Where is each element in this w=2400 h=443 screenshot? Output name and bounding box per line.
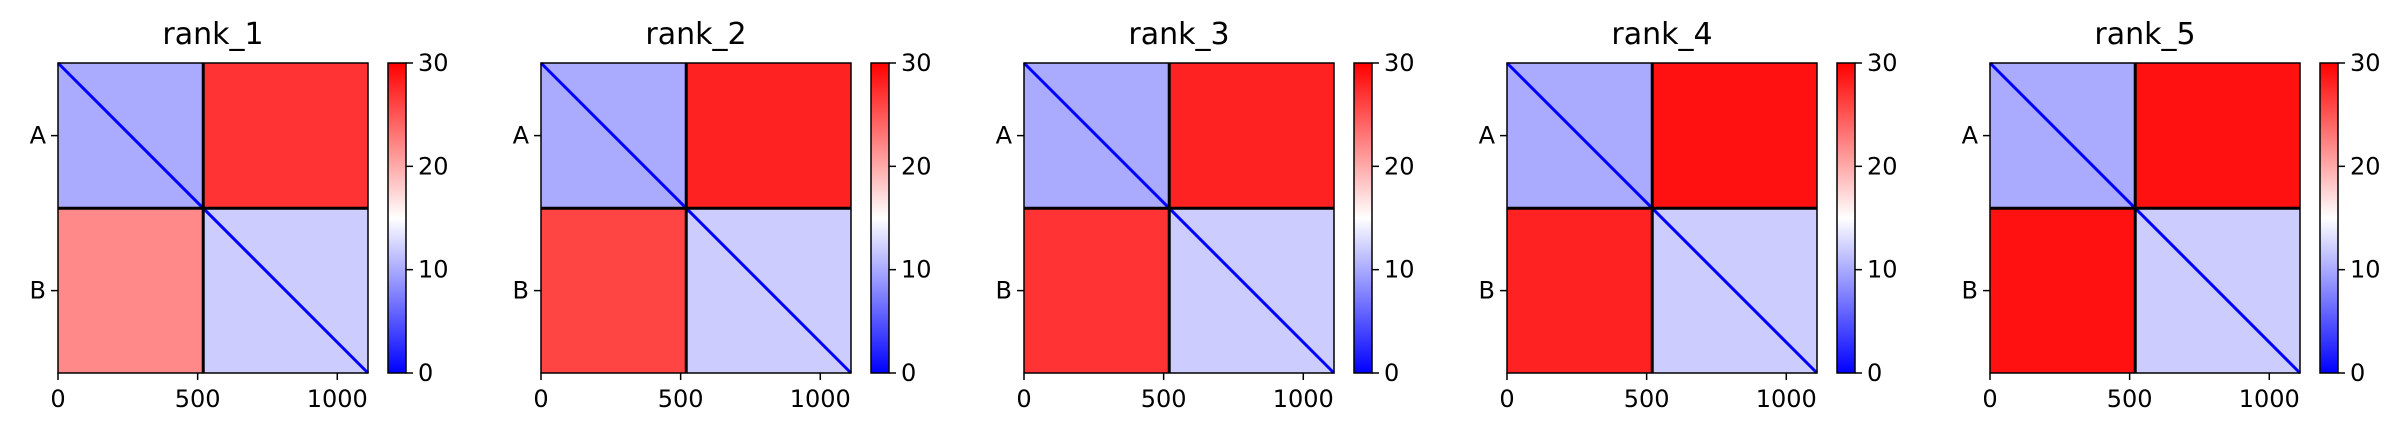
heatmap-panel-5: rank_5 0 500 1000 A B 0 10 20 30 [1962,17,2381,413]
heatmap-panel-3: rank_3 0 500 1000 A B 0 10 20 30 [996,17,1415,413]
y-tick-label: A [30,122,47,150]
axes-frame [1023,62,1335,374]
y-tick-label: A [513,122,530,150]
x-tick-label: 0 [1499,385,1514,413]
heatmap-diagonal [1988,61,2302,375]
heatmap-diagonal [1505,61,1819,375]
colorbar-tick-label: 20 [2350,152,2381,180]
y-tick-label: B [30,277,46,305]
x-tick-label: 500 [658,385,704,413]
x-tick-label: 0 [1016,385,1031,413]
colorbar-tick-label: 30 [1867,49,1898,77]
x-tick-label: 0 [533,385,548,413]
colorbar-tick-label: 0 [1867,359,1882,387]
panel-title: rank_3 [1128,17,1229,52]
colorbar-tick-label: 30 [1384,49,1415,77]
x-tick-label: 500 [175,385,221,413]
axes-frame [57,62,369,374]
colorbar-tick-label: 0 [418,359,433,387]
axes-frame [1989,62,2301,374]
heatmap-block-b-a [541,208,687,373]
x-tick-label: 0 [1982,385,1997,413]
x-tick-label: 1000 [1273,385,1334,413]
colorbar-fill [1354,63,1372,373]
colorbar-tick-label: 0 [1384,359,1399,387]
heatmap-block-a-b [1652,63,1817,209]
colorbar-tick-label: 10 [1867,256,1898,284]
colorbar-tick-label: 10 [2350,256,2381,284]
colorbar-tick-label: 30 [418,49,449,77]
heatmap-block-a-b [2135,63,2300,209]
panel-title: rank_4 [1611,17,1712,52]
x-tick-label: 500 [1141,385,1187,413]
colorbar-tick-label: 30 [2350,49,2381,77]
colorbar-frame [870,62,890,374]
heatmap-block-b-a [1507,208,1653,373]
x-tick-label: 1000 [1756,385,1817,413]
colorbar-frame [2319,62,2339,374]
colorbar-tick-label: 20 [1384,152,1415,180]
x-tick-label: 1000 [2239,385,2300,413]
y-tick-label: B [996,277,1012,305]
colorbar-tick-label: 0 [2350,359,2365,387]
colorbar-fill [2320,63,2338,373]
y-tick-label: B [513,277,529,305]
colorbar-frame [387,62,407,374]
colorbar-tick-label: 0 [901,359,916,387]
colorbar-tick-label: 20 [1867,152,1898,180]
colorbar-frame [1353,62,1373,374]
heatmap-diagonal [1022,61,1336,375]
heatmap-diagonal [56,61,370,375]
colorbar-tick-label: 10 [901,256,932,284]
x-tick-label: 0 [50,385,65,413]
x-tick-label: 1000 [790,385,851,413]
heatmap-diagonal [539,61,853,375]
y-tick-label: B [1962,277,1978,305]
y-tick-label: A [996,122,1013,150]
heatmap-block-a-b [203,63,368,209]
colorbar-fill [871,63,889,373]
heatmap-block-b-a [1024,208,1170,373]
axes-frame [540,62,852,374]
x-tick-label: 1000 [307,385,368,413]
heatmap-panel-2: rank_2 0 500 1000 A B 0 10 20 30 [513,17,932,413]
x-tick-label: 500 [2107,385,2153,413]
panel-title: rank_1 [162,17,263,52]
colorbar-frame [1836,62,1856,374]
y-tick-label: A [1479,122,1496,150]
heatmap-block-b-a [58,208,204,373]
heatmap-block-a-b [686,63,851,209]
heatmap-panel-4: rank_4 0 500 1000 A B 0 10 20 30 [1479,17,1898,413]
colorbar-tick-label: 10 [418,256,449,284]
colorbar-tick-label: 20 [418,152,449,180]
colorbar-tick-label: 20 [901,152,932,180]
y-tick-label: B [1479,277,1495,305]
colorbar-tick-label: 10 [1384,256,1415,284]
panel-title: rank_2 [645,17,746,52]
heatmap-block-a-b [1169,63,1334,209]
axes-frame [1506,62,1818,374]
colorbar-fill [1837,63,1855,373]
colorbar-fill [388,63,406,373]
panel-title: rank_5 [2094,17,2195,52]
x-tick-label: 500 [1624,385,1670,413]
heatmap-block-b-a [1990,208,2136,373]
y-tick-label: A [1962,122,1979,150]
heatmap-panel-1: rank_1 0 500 1000 A B 0 10 20 30 [30,17,449,413]
colorbar-tick-label: 30 [901,49,932,77]
